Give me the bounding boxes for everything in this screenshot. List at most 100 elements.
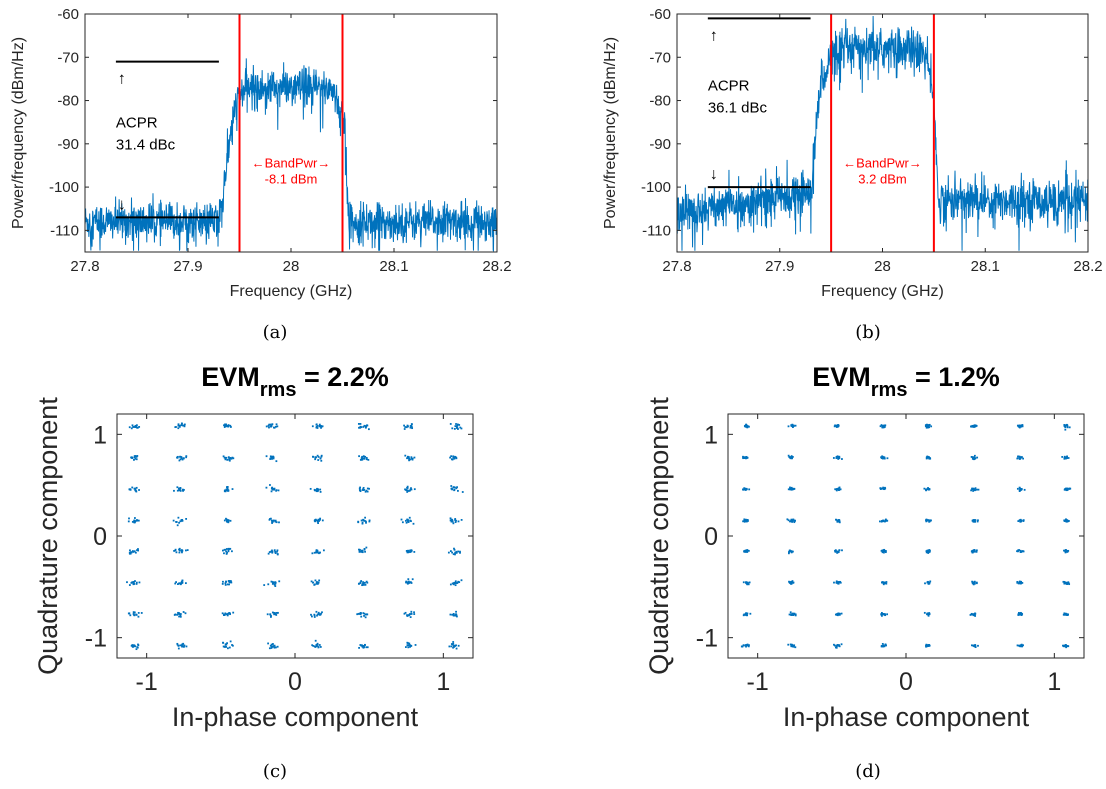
constellation-point	[1023, 488, 1026, 491]
constellation-point	[837, 551, 840, 553]
constellation-point	[229, 457, 232, 459]
constellation-point	[744, 549, 747, 552]
constellation-point	[175, 521, 177, 523]
constellation-point	[135, 583, 138, 585]
x-tick-label: 27.8	[662, 258, 691, 275]
constellation-point	[178, 425, 181, 428]
constellation-point	[404, 488, 406, 491]
constellation-point	[271, 643, 274, 646]
constellation-point	[1063, 455, 1066, 458]
constellation-point	[404, 519, 407, 522]
constellation-point	[133, 519, 136, 522]
constellation-point	[182, 489, 184, 492]
constellation-point	[270, 645, 273, 648]
constellation-point	[881, 645, 884, 647]
constellation-point	[449, 519, 452, 522]
constellation-point	[133, 456, 136, 459]
constellation-point	[267, 642, 270, 645]
constellation-point	[131, 581, 134, 584]
constellation-point	[1020, 582, 1023, 584]
constellation-point	[132, 426, 135, 428]
constellation-point	[407, 614, 410, 617]
constellation-point	[745, 520, 747, 522]
constellation-point	[364, 550, 366, 553]
constellation-point	[1022, 457, 1024, 460]
constellation-point	[268, 551, 271, 553]
constellation-point	[928, 550, 931, 553]
constellation-point	[406, 485, 409, 488]
x-tick-label: 28.1	[971, 258, 1000, 275]
y-tick-label: -1	[696, 625, 718, 653]
constellation-point	[881, 426, 884, 429]
constellation-point	[454, 521, 457, 524]
constellation-point	[457, 489, 459, 492]
constellation-point	[790, 520, 793, 522]
constellation-point	[404, 454, 407, 457]
constellation-point	[459, 550, 461, 553]
y-tick-label: -60	[57, 6, 79, 23]
constellation-point	[311, 644, 314, 647]
constellation-point	[185, 518, 188, 520]
constellation-point	[974, 646, 977, 649]
constellation-point	[138, 489, 140, 491]
constellation-point	[1018, 490, 1021, 492]
constellation-point	[317, 518, 320, 521]
constellation-point	[455, 613, 457, 616]
title-subscript: rms	[260, 379, 297, 401]
constellation-point	[135, 486, 138, 489]
constellation-point	[975, 550, 978, 553]
acpr-up-arrow: ↑	[118, 71, 126, 88]
constellation-point	[276, 553, 279, 555]
constellation-point	[133, 521, 136, 524]
constellation-point	[177, 424, 180, 427]
constellation-point	[270, 580, 273, 583]
constellation-point	[405, 489, 408, 492]
constellation-point	[318, 552, 320, 555]
constellation-point	[314, 458, 317, 461]
constellation-point	[130, 456, 132, 459]
constellation-point	[361, 458, 364, 461]
constellation-point	[179, 614, 182, 617]
constellation-point	[838, 613, 841, 616]
constellation-point	[227, 424, 230, 426]
constellation-point	[276, 645, 279, 648]
constellation-point	[929, 580, 932, 583]
constellation-point	[134, 551, 137, 554]
constellation-panel-c: -1 0 1 -1 0 1 In-phase component Quadrature com…	[33, 362, 474, 782]
constellation-point	[837, 489, 840, 491]
constellation-point	[180, 581, 183, 583]
constellation-point	[185, 549, 187, 552]
constellation-point	[882, 613, 885, 616]
constellation-point	[270, 647, 273, 649]
band-power-value: -8.1 dBm	[265, 172, 318, 187]
constellation-point	[275, 423, 278, 426]
constellation-point	[789, 611, 792, 614]
constellation-point	[228, 583, 230, 586]
constellation-point	[183, 645, 185, 648]
constellation-point	[745, 645, 747, 648]
constellation-point	[837, 456, 840, 458]
constellation-point	[972, 520, 975, 523]
constellation-point	[276, 549, 279, 552]
constellation-point	[747, 645, 750, 648]
constellation-point	[456, 582, 459, 584]
constellation-point	[450, 485, 453, 487]
constellation-point	[271, 423, 274, 426]
constellation-point	[834, 644, 836, 647]
constellation-point	[363, 645, 365, 647]
constellation-point	[455, 425, 458, 428]
constellation-point	[359, 548, 361, 551]
constellation-point	[788, 456, 791, 459]
constellation-point	[316, 614, 318, 617]
constellation-point	[407, 490, 410, 492]
constellation-point	[222, 549, 224, 552]
constellation-point	[134, 645, 137, 648]
constellation-point	[360, 615, 363, 618]
constellation-point	[226, 642, 228, 645]
constellation-point	[222, 580, 224, 583]
constellation-point	[134, 424, 137, 427]
constellation-point	[1022, 519, 1025, 522]
constellation-point	[273, 549, 276, 552]
constellation-point	[838, 612, 840, 615]
x-tick-label: 28	[283, 258, 300, 275]
